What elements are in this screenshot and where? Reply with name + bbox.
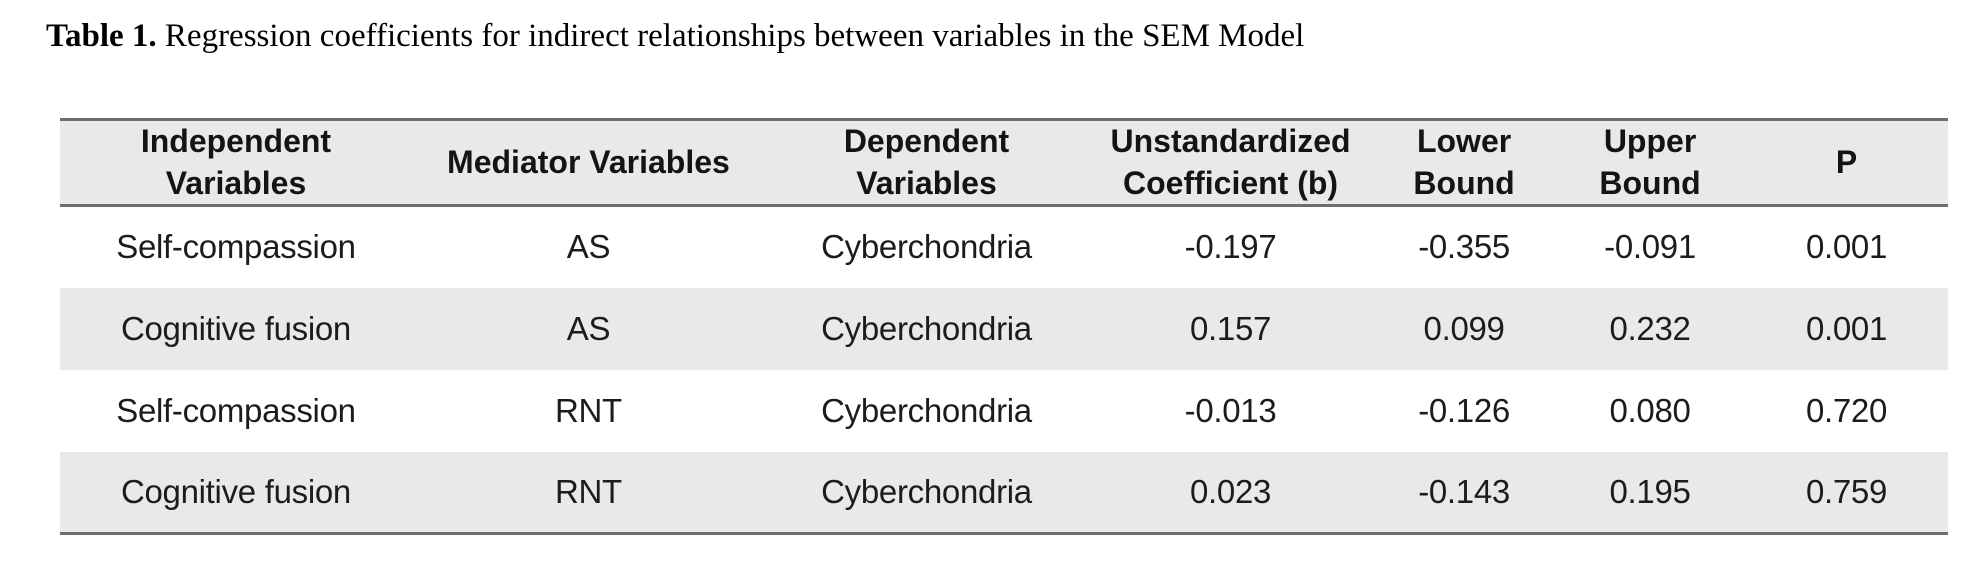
table-cell: -0.355 bbox=[1418, 228, 1510, 266]
table-cell: Self-compassion bbox=[116, 391, 356, 429]
table-cell: 0.001 bbox=[1805, 309, 1888, 347]
table-cell: -0.197 bbox=[1184, 228, 1277, 266]
table-cell: 0.099 bbox=[1423, 309, 1505, 347]
table-cell: 0.195 bbox=[1609, 472, 1691, 510]
table-row: Self-compassion RNT Cyberchondria -0.013 -0.… bbox=[60, 369, 1948, 452]
table-cell: Cyberchondria bbox=[821, 472, 1032, 510]
table-cell: -0.126 bbox=[1418, 391, 1510, 429]
table-row: Self-compassion AS Cyberchondria -0.197 -0.3… bbox=[60, 205, 1948, 288]
table-cell: AS bbox=[566, 228, 611, 266]
table-body: Self-compassion AS Cyberchondria -0.197 -0.3… bbox=[60, 205, 1948, 534]
table-cell: -0.013 bbox=[1184, 391, 1277, 429]
table-cell: Cyberchondria bbox=[821, 391, 1032, 429]
table-cell: AS bbox=[566, 309, 611, 347]
table-cell: 0.759 bbox=[1805, 472, 1888, 510]
table-cell: 0.023 bbox=[1189, 472, 1272, 510]
table-caption-text: Regression coefficients for indirect rel… bbox=[156, 18, 1305, 54]
table-cell: -0.143 bbox=[1418, 472, 1510, 510]
column-header-dependent-variables: Dependent Variables bbox=[764, 117, 1088, 208]
table-row: Cognitive fusion AS Cyberchondria 0.157 0.09… bbox=[60, 287, 1948, 370]
table-caption: Table 1. Regression coefficients for ind… bbox=[46, 18, 1304, 55]
table-cell: Cyberchondria bbox=[821, 309, 1032, 347]
table-cell: RNT bbox=[554, 391, 622, 429]
table-cell: -0.091 bbox=[1604, 228, 1696, 266]
table-cell: 0.157 bbox=[1189, 309, 1272, 347]
table-caption-label: Table 1. bbox=[46, 18, 157, 54]
table-row: Cognitive fusion RNT Cyberchondria 0.023 -0.… bbox=[60, 451, 1948, 534]
table-cell: 0.232 bbox=[1609, 309, 1691, 347]
column-header-p: P bbox=[1745, 117, 1948, 208]
column-header-independent-variables: Independent Variables bbox=[60, 117, 412, 208]
table-cell: Cognitive fusion bbox=[120, 472, 351, 510]
table-cell: 0.080 bbox=[1609, 391, 1691, 429]
column-header-upper-bound: Upper Bound bbox=[1555, 117, 1745, 208]
column-header-mediator-variables: Mediator Variables bbox=[411, 117, 765, 208]
header-row: Independent Variables Mediator Variables… bbox=[60, 117, 1948, 208]
table-cell: RNT bbox=[554, 472, 622, 510]
table-cell: 0.001 bbox=[1805, 228, 1888, 266]
column-header-lower-bound: Lower Bound bbox=[1373, 117, 1556, 208]
table-cell: Cognitive fusion bbox=[120, 309, 351, 347]
table-cell: Cyberchondria bbox=[821, 228, 1032, 266]
regression-table: Independent Variables Mediator Variables… bbox=[60, 117, 1948, 536]
column-header-unstandardized-coefficient: Unstandardized Coefficient (b) bbox=[1088, 117, 1374, 208]
table-cell: Self-compassion bbox=[116, 228, 356, 266]
table-header: Independent Variables Mediator Variables… bbox=[60, 117, 1948, 208]
table-cell: 0.720 bbox=[1805, 391, 1888, 429]
regression-table-container: Independent Variables Mediator Variables… bbox=[60, 117, 1948, 536]
